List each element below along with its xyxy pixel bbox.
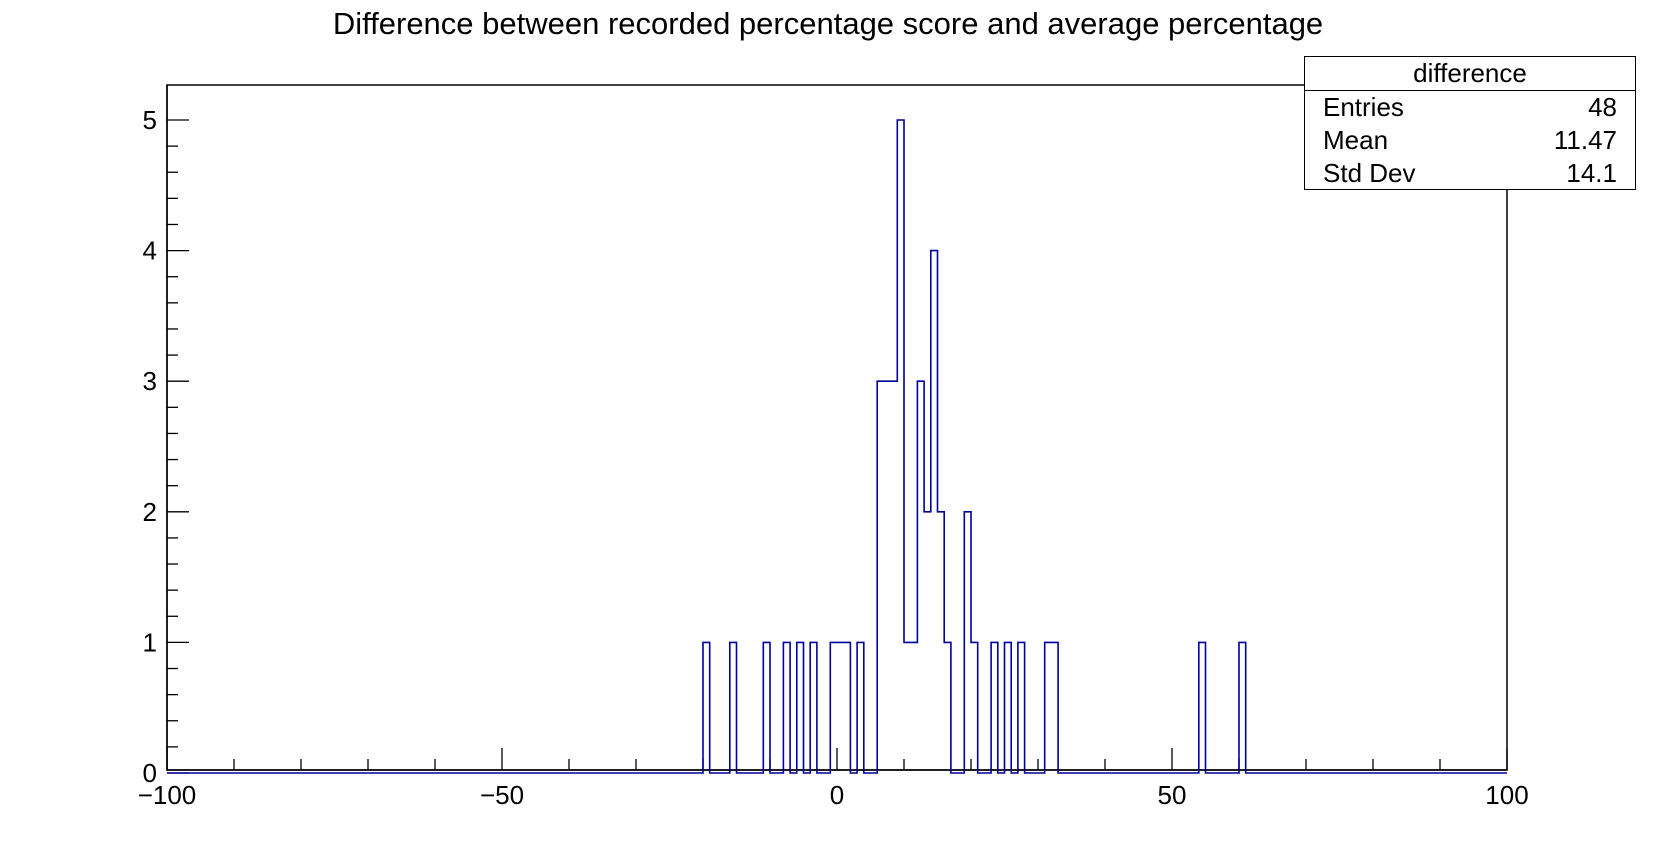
histogram-series-line [167, 119, 1507, 774]
x-tick-label: −100 [138, 780, 197, 810]
stats-row-mean: Mean 11.47 [1305, 124, 1635, 157]
stats-box: difference Entries 48 Mean 11.47 Std Dev… [1304, 56, 1636, 190]
stats-value-stddev: 14.1 [1566, 158, 1617, 188]
y-tick-label: 0 [143, 758, 157, 788]
y-tick-label: 4 [143, 236, 157, 266]
y-tick-label: 5 [143, 105, 157, 135]
stats-value-entries: 48 [1588, 92, 1617, 122]
x-axis: −100 −50 0 50 100 [138, 748, 1529, 810]
stats-label-stddev: Std Dev [1323, 158, 1416, 188]
x-tick-label: 0 [830, 780, 844, 810]
stats-box-title: difference [1305, 57, 1635, 91]
stats-row-entries: Entries 48 [1305, 91, 1635, 124]
y-tick-label: 1 [143, 627, 157, 657]
stats-value-mean: 11.47 [1553, 125, 1617, 155]
x-tick-label: −50 [480, 780, 524, 810]
x-tick-label: 100 [1485, 780, 1528, 810]
stats-row-stddev: Std Dev 14.1 [1305, 157, 1635, 190]
y-axis: 0 1 2 3 4 5 [143, 85, 189, 788]
chart-title: Difference between recorded percentage s… [332, 6, 1324, 41]
y-tick-label: 2 [143, 497, 157, 527]
stats-label-mean: Mean [1323, 125, 1389, 155]
stats-label-entries: Entries [1323, 92, 1404, 122]
y-tick-label: 3 [143, 366, 157, 396]
x-tick-label: 50 [1158, 780, 1187, 810]
